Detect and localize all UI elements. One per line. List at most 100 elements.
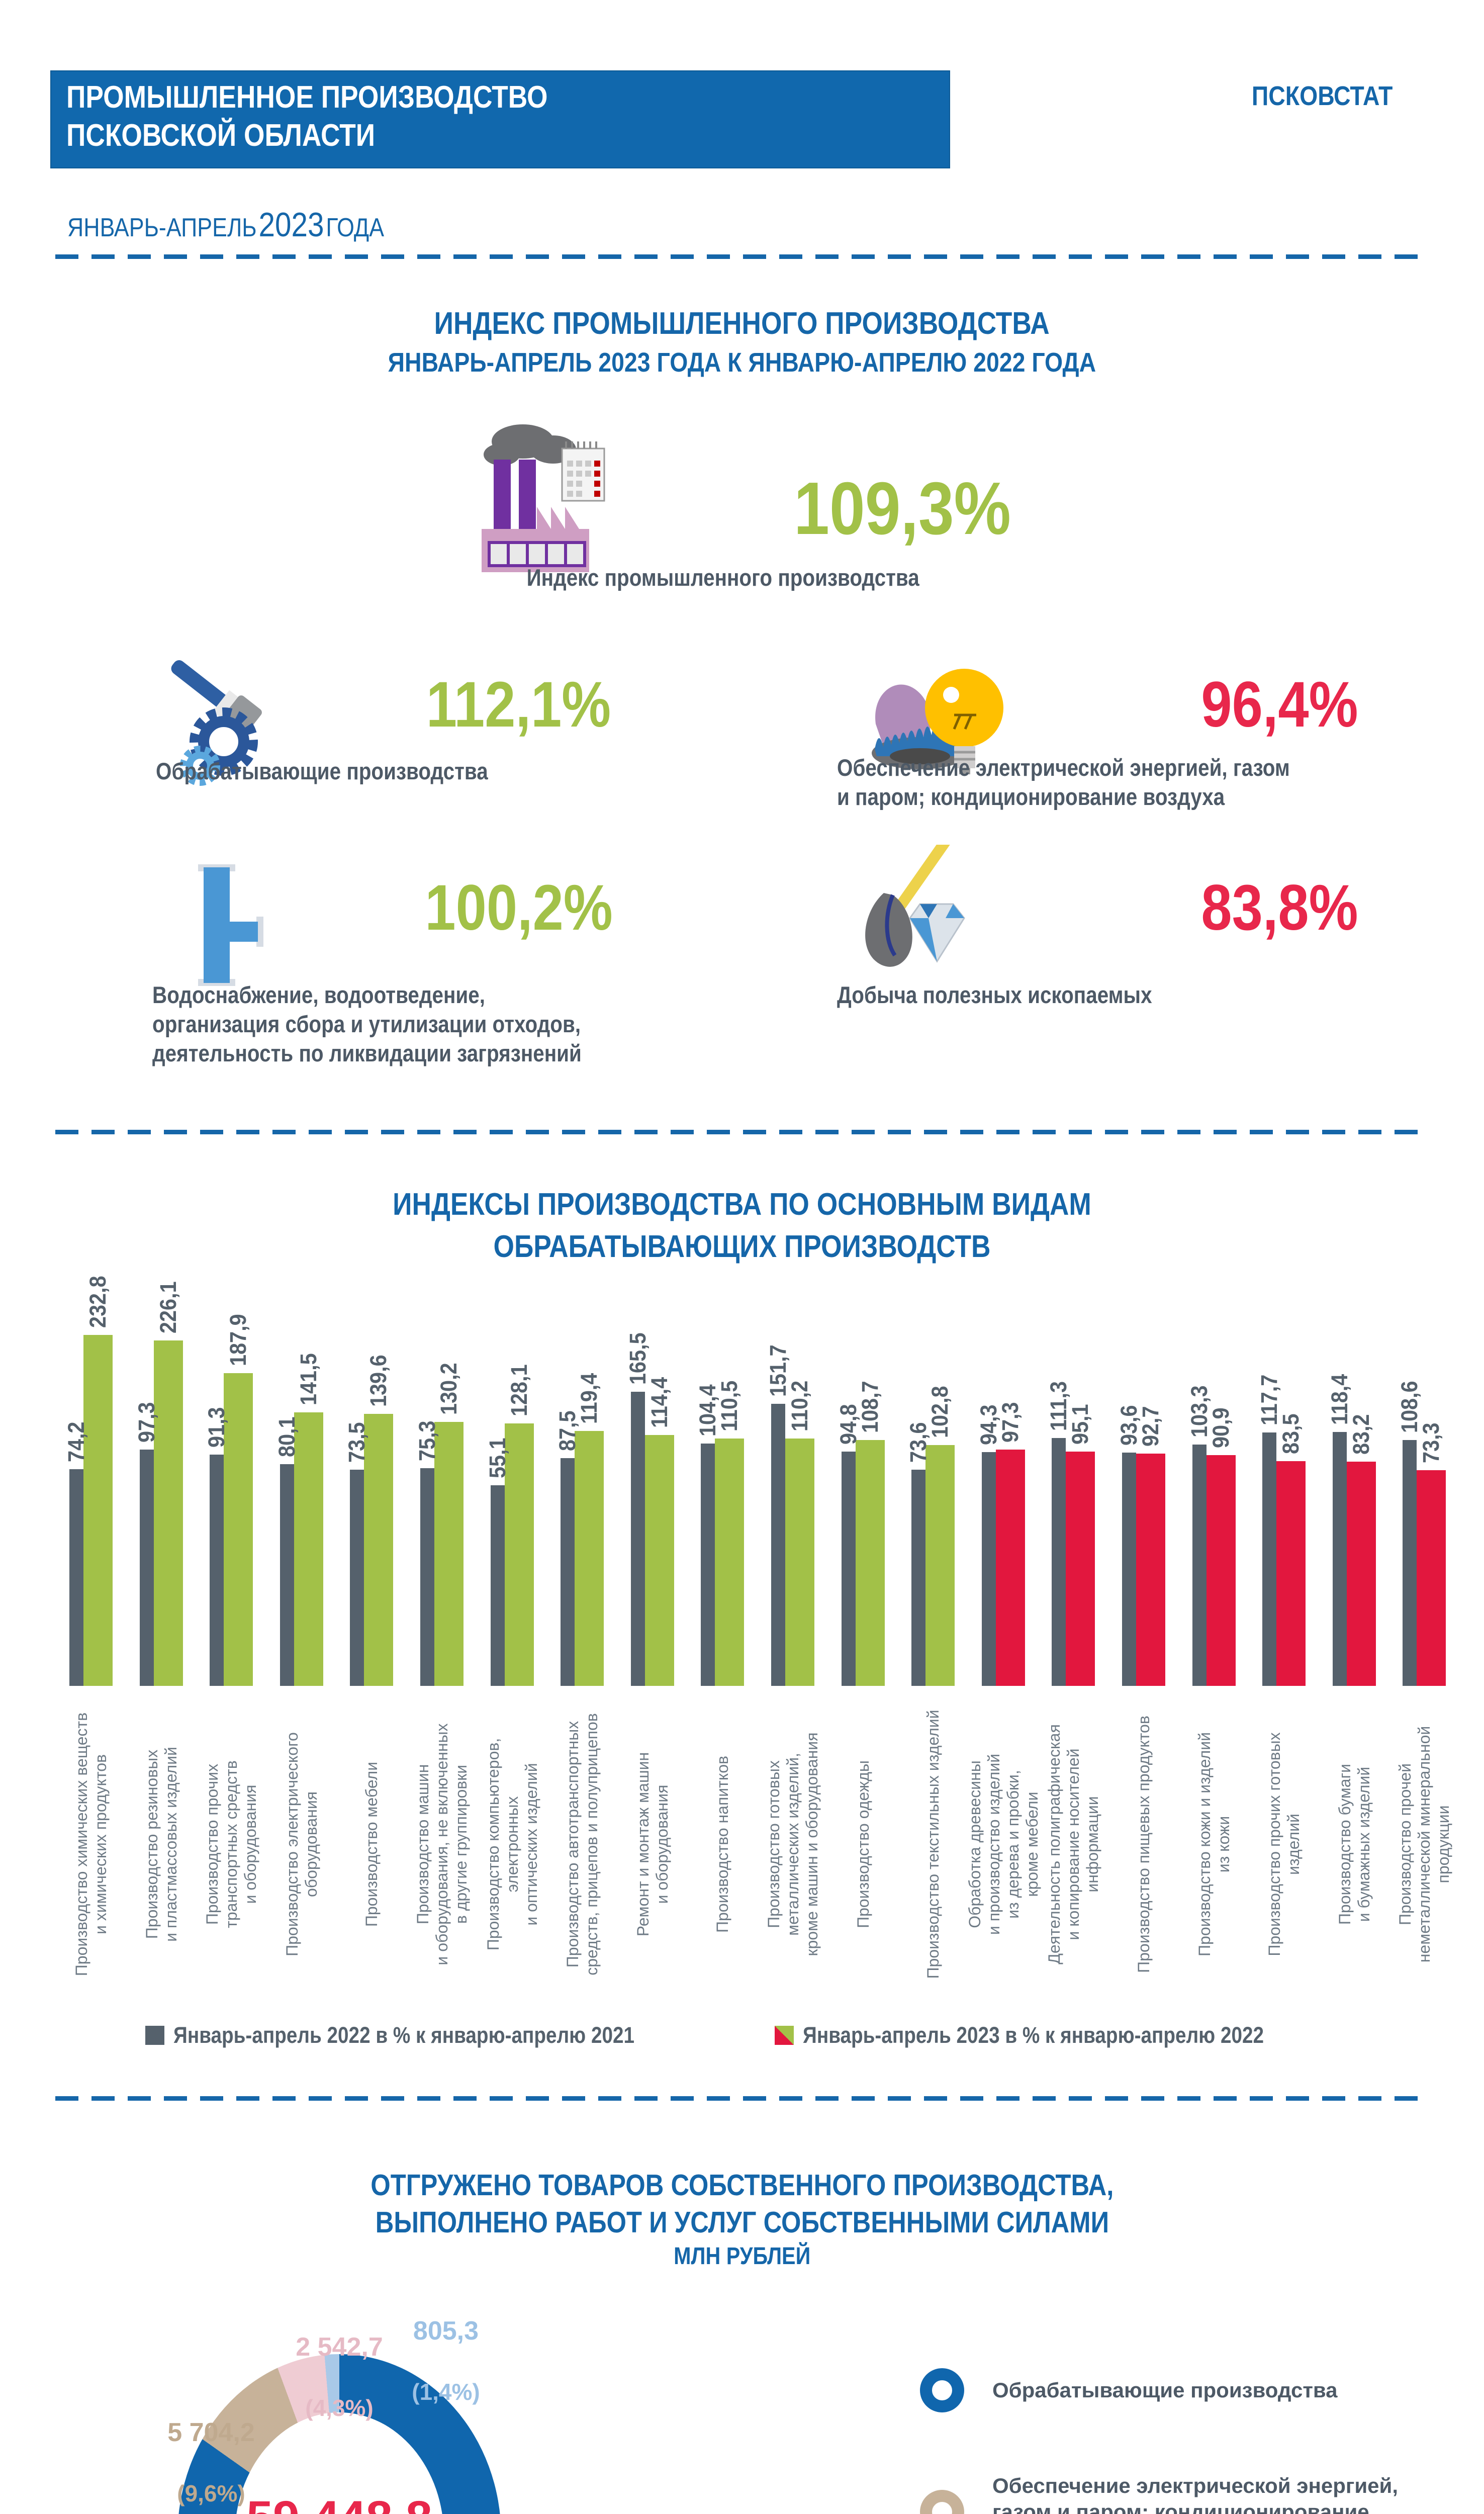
bar-2022 xyxy=(1052,1438,1066,1686)
bar-category-label: Производство резиновых и пластмассовых и… xyxy=(142,1747,180,1942)
bar-value-2023: 187,9 xyxy=(225,1314,251,1366)
bar-2022 xyxy=(701,1444,715,1686)
bar-value-2022: 91,3 xyxy=(204,1407,230,1448)
bar-2023 xyxy=(785,1439,814,1686)
bar-value-2022: 74,2 xyxy=(63,1421,89,1462)
page-title-line2: ПСКОВСКОЙ ОБЛАСТИ xyxy=(66,118,376,153)
bar-category-label: Производство прочей неметаллической мине… xyxy=(1396,1726,1453,1963)
donut-label-water: 2 542,7 (4,3%) xyxy=(296,2332,383,2421)
bar-category-label: Производство автотранспортных средств, п… xyxy=(564,1713,601,1976)
bar-2023 xyxy=(855,1440,885,1686)
manufacturing-label: Обрабатывающие производства xyxy=(156,758,488,784)
bar-value-2022: 97,3 xyxy=(133,1402,159,1443)
bar-2023 xyxy=(1417,1470,1446,1686)
bar-value-2023: 83,5 xyxy=(1278,1413,1304,1454)
period-subtitle: ЯНВАРЬ-АПРЕЛЬ 2023 ГОДА xyxy=(67,206,385,244)
bar-value-2023: 102,8 xyxy=(927,1386,953,1438)
bar-category-label: Производство прочих готовых изделий xyxy=(1265,1732,1303,1956)
shipped-unit: МЛН РУБЛЕЙ xyxy=(673,2243,811,2270)
bar-2023 xyxy=(575,1431,604,1686)
bar-value-2022: 73,5 xyxy=(344,1422,370,1463)
mining-value: 83,8% xyxy=(1200,872,1358,944)
bar-2022 xyxy=(1332,1432,1347,1686)
bar-2022 xyxy=(561,1458,575,1686)
bar-2023 xyxy=(715,1439,745,1686)
legend-item-2022: Январь-апрель 2022 в % к январю-апрелю 2… xyxy=(145,2022,709,2048)
water-label: Водоснабжение, водоотведение, организаци… xyxy=(152,981,582,1066)
bar-category-label: Производство текстильных изделий xyxy=(924,1710,943,1979)
bar-category-label: Производство мебели xyxy=(362,1761,381,1927)
bar-2023 xyxy=(995,1450,1025,1686)
donut-label-mining: 805,3 (1,4%) xyxy=(412,2316,480,2405)
bar-2023 xyxy=(294,1412,323,1686)
bar-2023 xyxy=(364,1414,394,1686)
header-title-box: ПРОМЫШЛЕННОЕ ПРОИЗВОДСТВО ПСКОВСКОЙ ОБЛА… xyxy=(50,70,950,168)
bar-2023 xyxy=(434,1422,463,1686)
bar-value-2023: 97,3 xyxy=(997,1402,1023,1443)
bar-category-label: Ремонт и монтаж машин и оборудования xyxy=(633,1752,671,1937)
bar-category-label: Производство напитков xyxy=(713,1756,732,1933)
shipped-title-line1: ОТГРУЖЕНО ТОВАРОВ СОБСТВЕННОГО ПРОИЗВОДС… xyxy=(370,2169,1114,2202)
bar-category-label: Обработка древесины и производство издел… xyxy=(965,1753,1041,1935)
bar-value-2023: 110,5 xyxy=(716,1380,743,1431)
ipp-section-subtitle: ЯНВАРЬ-АПРЕЛЬ 2023 ГОДА К ЯНВАРЮ-АПРЕЛЮ … xyxy=(388,347,1096,378)
bar-value-2023: 226,1 xyxy=(155,1281,181,1333)
bar-2022 xyxy=(69,1469,83,1686)
legend-item-2023: Январь-апрель 2023 в % к январю-апрелю 2… xyxy=(775,2022,1339,2048)
divider-dashed-2 xyxy=(55,1130,1429,1134)
bar-2022 xyxy=(350,1470,364,1686)
water-pipe-icon xyxy=(198,864,263,986)
bar-category-label: Производство готовых металлических издел… xyxy=(765,1732,821,1956)
donut-label-energy: 5 704,2 (9,6%) xyxy=(167,2418,255,2506)
divider-dashed-1 xyxy=(55,254,1429,259)
bar-value-2023: 128,1 xyxy=(506,1364,532,1416)
bar-2022 xyxy=(1192,1445,1207,1686)
gas-bulb-icon xyxy=(872,669,1003,774)
bar-category-label: Производство электрического оборудования xyxy=(283,1732,320,1956)
bar-value-2023: 130,2 xyxy=(436,1363,461,1415)
factory-icon xyxy=(482,424,605,572)
bar-2022 xyxy=(630,1392,645,1686)
bar-category-label: Производство химических веществ и химиче… xyxy=(72,1712,110,1977)
bar-2023 xyxy=(153,1340,183,1686)
bar-2023 xyxy=(1276,1461,1306,1686)
legend-swatch-2022-icon xyxy=(145,2026,164,2045)
bar-value-2023: 108,7 xyxy=(857,1381,883,1433)
bar-value-2023: 90,9 xyxy=(1208,1407,1234,1448)
bar-chart-legend: Январь-апрель 2022 в % к январю-апрелю 2… xyxy=(0,2022,1484,2048)
bar-2023 xyxy=(1066,1452,1095,1686)
bar-2023 xyxy=(1136,1454,1165,1686)
bar-value-2023: 114,4 xyxy=(646,1377,672,1428)
energy-value: 96,4% xyxy=(1200,669,1358,741)
donut-legend-item: Обрабатывающие производства xyxy=(920,2368,1338,2412)
bar-value-2022: 80,1 xyxy=(273,1416,300,1457)
brand-pskovstat: ПСКОВСТАТ xyxy=(1251,81,1393,111)
bar-category-label: Производство прочих транспортных средств… xyxy=(203,1760,260,1928)
bar-2022 xyxy=(1122,1453,1136,1686)
ipp-section-title: ИНДЕКС ПРОМЫШЛЕННОГО ПРОИЗВОДСТВА xyxy=(434,306,1050,341)
mining-label: Добыча полезных ископаемых xyxy=(837,981,1152,1008)
bar-category-label: Производство бумаги и бумажных изделий xyxy=(1335,1763,1373,1925)
donut-legend: Обрабатывающие производства Обеспечение э… xyxy=(920,2358,1473,2514)
bar-2022 xyxy=(771,1404,785,1686)
page-title-line1: ПРОМЫШЛЕННОЕ ПРОИЗВОДСТВО xyxy=(66,80,548,115)
donut-legend-label: Обрабатывающие производства xyxy=(992,2378,1338,2402)
donut-legend-ring-icon xyxy=(920,2368,964,2412)
bar-value-2022: 55,1 xyxy=(484,1438,510,1478)
bar-chart: 74,2 232,8 Производство химических веществ… xyxy=(55,1207,1468,2011)
water-value: 100,2% xyxy=(425,872,613,944)
bar-2022 xyxy=(911,1470,926,1686)
donut-legend-item: Обеспечение электрической энергией, газо… xyxy=(920,2473,1398,2514)
bar-2022 xyxy=(420,1468,434,1686)
bar-2023 xyxy=(224,1373,253,1686)
bar-value-2023: 92,7 xyxy=(1138,1406,1163,1447)
ipp-main-value: 109,3% xyxy=(794,467,1011,550)
ipp-main-label: Индекс промышленного производства xyxy=(526,564,919,591)
bar-value-2023: 110,2 xyxy=(787,1380,812,1431)
bar-value-2023: 232,8 xyxy=(85,1276,111,1328)
bar-value-2023: 139,6 xyxy=(365,1355,392,1407)
bar-chart-title-line1: ИНДЕКСЫ ПРОИЗВОДСТВА ПО ОСНОВНЫМ ВИДАМ xyxy=(393,1187,1091,1222)
bar-2023 xyxy=(1206,1455,1236,1686)
bar-value-2023: 83,2 xyxy=(1348,1414,1374,1455)
bar-2022 xyxy=(1403,1440,1417,1686)
